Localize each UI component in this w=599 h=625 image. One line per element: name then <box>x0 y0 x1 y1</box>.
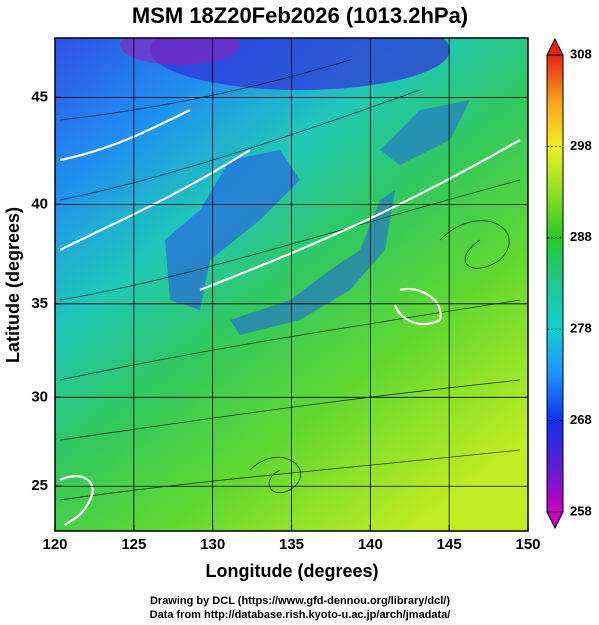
colorbar-tick-label: 298 <box>570 138 592 153</box>
x-tick-label: 140 <box>358 536 383 553</box>
x-tick-label: 135 <box>279 536 304 553</box>
title: MSM 18Z20Feb2026 (1013.2hPa) <box>132 3 468 28</box>
y-tick-label: 30 <box>31 388 48 405</box>
x-tick-label: 130 <box>200 536 225 553</box>
colorbar-tick-label: 258 <box>570 503 592 518</box>
footer-line: Drawing by DCL (https://www.gfd-dennou.o… <box>150 595 450 607</box>
x-tick-label: 125 <box>121 536 146 553</box>
colorbar-low-arrow <box>546 511 564 530</box>
footer-line: Data from http://database.rish.kyoto-u.a… <box>150 609 451 621</box>
colorbar-tick-label: 278 <box>570 321 592 336</box>
y-axis-label: Latitude (degrees) <box>3 207 23 363</box>
y-tick-label: 25 <box>31 477 48 494</box>
colorbar-tick-label: 288 <box>570 229 592 244</box>
y-tick-label: 45 <box>31 88 48 105</box>
colorbar-high-arrow <box>546 37 564 56</box>
y-tick-label: 40 <box>31 195 48 212</box>
colorbar-tick-label: 308 <box>570 46 592 61</box>
x-tick-label: 145 <box>437 536 462 553</box>
y-tick-label: 35 <box>31 295 48 312</box>
colorbar-tick-label: 268 <box>570 412 592 427</box>
x-tick-label: 150 <box>515 536 540 553</box>
x-tick-label: 120 <box>42 536 67 553</box>
x-axis-label: Longitude (degrees) <box>205 561 378 581</box>
colorbar <box>546 54 564 513</box>
